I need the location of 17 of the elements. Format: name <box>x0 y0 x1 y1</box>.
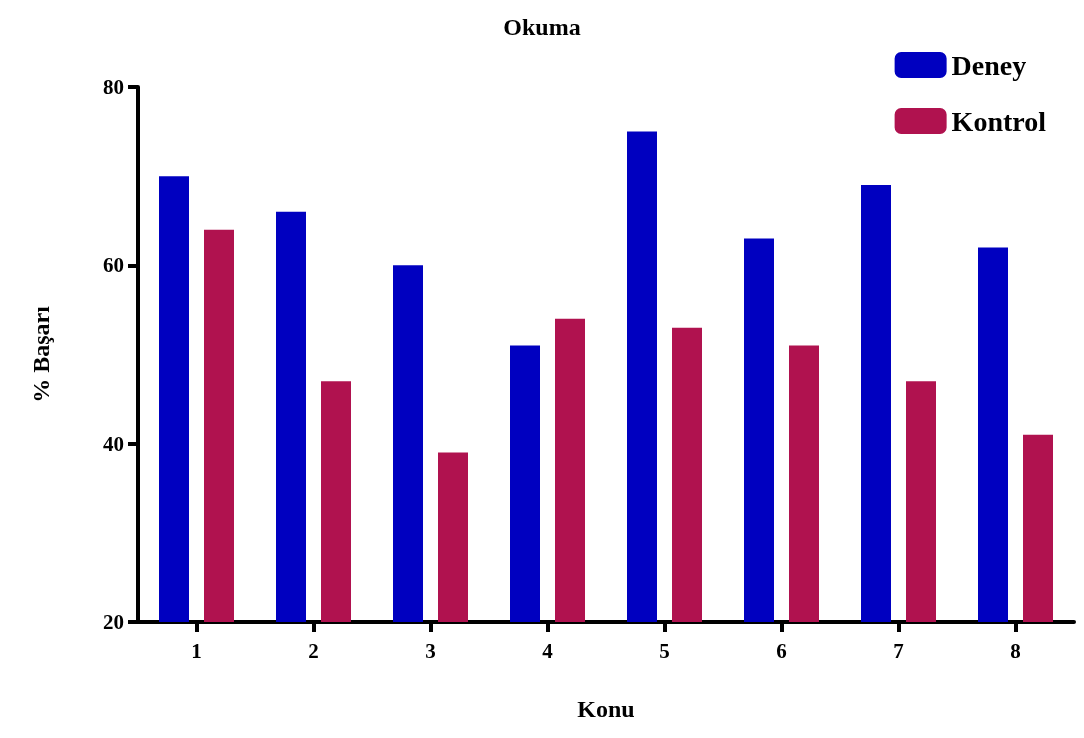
y-tick-label: 20 <box>103 610 124 634</box>
x-tick-label: 3 <box>425 638 436 663</box>
y-tick-label: 80 <box>103 75 124 99</box>
x-tick-label: 4 <box>542 638 554 663</box>
legend-label: Kontrol <box>951 105 1047 137</box>
y-tick-label: 60 <box>103 253 124 278</box>
chart-title: Okuma <box>503 14 581 40</box>
x-tick-label: 1 <box>191 638 202 663</box>
x-tick-label: 8 <box>1010 638 1021 663</box>
x-tick-label: 2 <box>308 638 319 663</box>
x-tick-label: 5 <box>659 638 670 663</box>
y-tick-label: 40 <box>103 431 124 456</box>
x-axis-title: Konu <box>577 696 635 722</box>
x-tick-label: 7 <box>893 638 904 663</box>
y-axis-title: % Başarı <box>28 305 54 403</box>
legend-label: Deney <box>951 49 1027 81</box>
x-tick-label: 6 <box>776 638 787 663</box>
